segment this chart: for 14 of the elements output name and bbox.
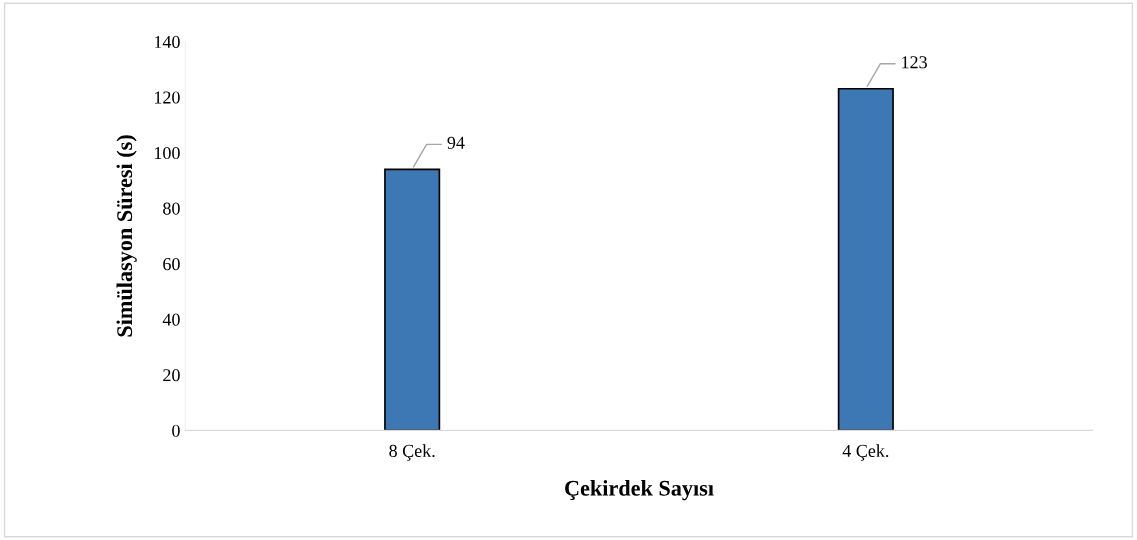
data-label: 123 xyxy=(902,56,927,69)
y-tick-label: 80 xyxy=(163,202,180,215)
y-tick-label: 40 xyxy=(162,313,180,326)
y-tick-label: 100 xyxy=(154,146,180,160)
y-axis-title: Simülasyon Süresi (s) xyxy=(116,135,137,337)
y-tick-label: 120 xyxy=(154,91,180,104)
y-tick-label: 20 xyxy=(163,369,180,382)
y-tick-label: 60 xyxy=(163,258,180,271)
x-tick-label: 4 Çek. xyxy=(842,444,889,461)
y-tick-label: 0 xyxy=(172,424,180,437)
data-label: 94 xyxy=(447,136,465,149)
x-tick-label: 8 Çek. xyxy=(389,444,435,461)
y-tick-label: 140 xyxy=(154,35,180,49)
x-axis-title: Çekirdek Sayısı xyxy=(565,480,714,501)
